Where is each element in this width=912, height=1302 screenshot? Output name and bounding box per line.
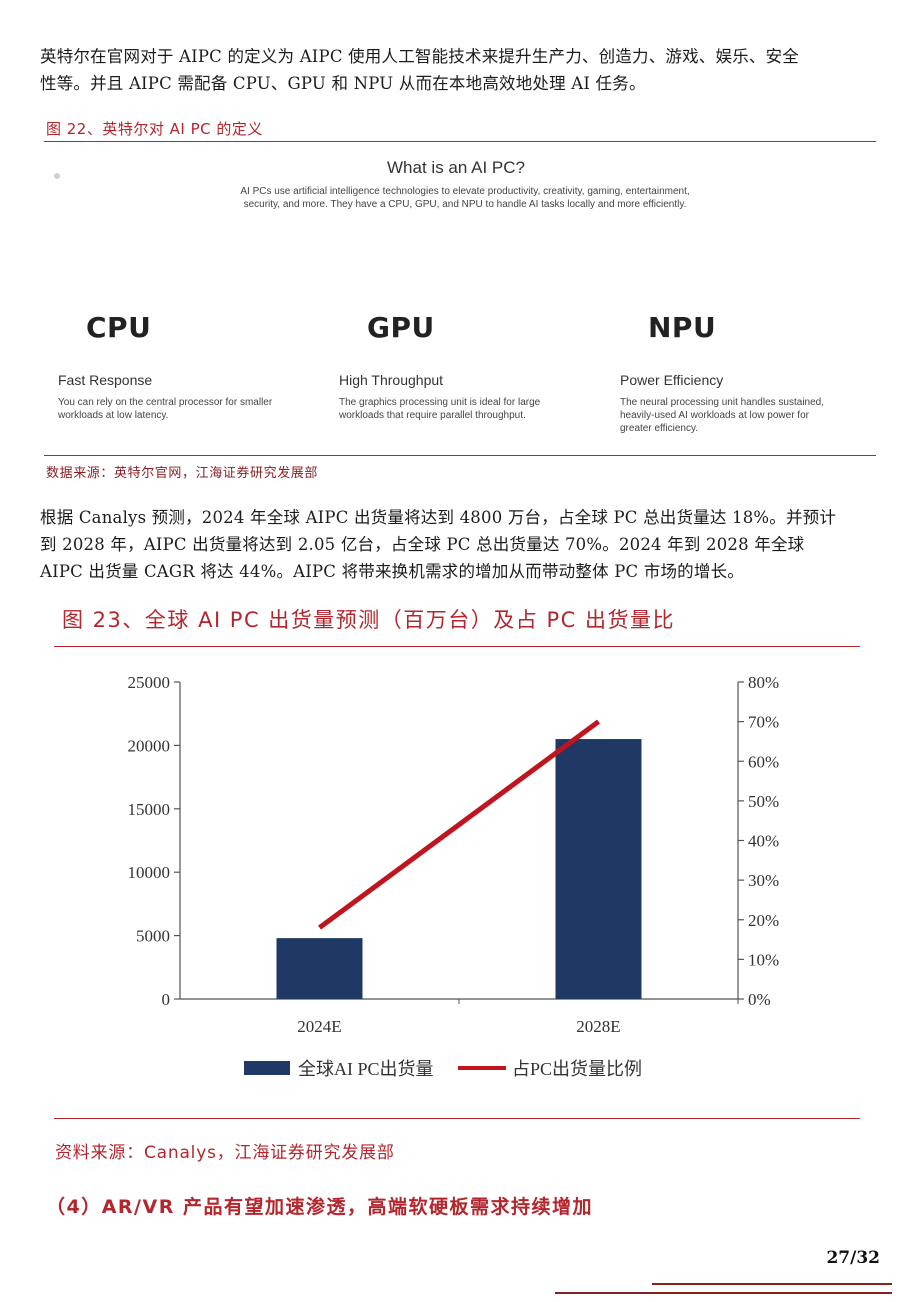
intro-line-1: 英特尔在官网对于 AIPC 的定义为 AIPC 使用人工智能技术来提升生产力、创… bbox=[40, 47, 800, 66]
intel-subtitle-line-2: security, and more. They have a CPU, GPU… bbox=[243, 199, 687, 210]
figure-23-top-rule bbox=[54, 646, 860, 647]
intel-subtitle-line-1: AI PCs use artificial intelligence techn… bbox=[240, 186, 690, 197]
gpu-description: The graphics processing unit is ideal fo… bbox=[339, 396, 601, 422]
npu-desc-line-2: heavily-used AI workloads at low power f… bbox=[620, 410, 809, 421]
figure-22-source: 数据来源：英特尔官网，江海证券研究发展部 bbox=[46, 466, 319, 481]
x-tick-label: 2024E bbox=[297, 1017, 341, 1036]
share-line bbox=[318, 719, 600, 930]
y2-tick-label: 30% bbox=[748, 871, 779, 890]
npu-description: The neural processing unit handles susta… bbox=[620, 396, 882, 435]
gpu-desc-line-2: workloads that require parallel throughp… bbox=[339, 410, 526, 421]
y-tick-label: 10000 bbox=[128, 863, 171, 882]
y2-tick-label: 70% bbox=[748, 713, 779, 732]
figure-22-bottom-rule bbox=[44, 455, 876, 456]
decorative-dot bbox=[54, 173, 60, 179]
section-heading: （4）AR/VR 产品有望加速渗透，高端软硬板需求持续增加 bbox=[46, 1196, 593, 1218]
figure-23-caption: 图 23、全球 AI PC 出货量预测（百万台）及占 PC 出货量比 bbox=[62, 608, 675, 632]
legend-label-line: 占PC出货量比例 bbox=[512, 1059, 642, 1079]
y-tick-label: 25000 bbox=[128, 673, 171, 692]
gpu-feature-title: High Throughput bbox=[339, 372, 444, 388]
y-tick-label: 0 bbox=[162, 990, 171, 1009]
x-tick-label: 2028E bbox=[576, 1017, 620, 1036]
npu-desc-line-3: greater efficiency. bbox=[620, 423, 699, 434]
y-tick-label: 20000 bbox=[128, 736, 171, 755]
figure-23-source: 资料来源：Canalys，江海证券研究发展部 bbox=[55, 1143, 395, 1163]
y2-tick-label: 80% bbox=[748, 673, 779, 692]
cpu-description: You can rely on the central processor fo… bbox=[58, 396, 320, 422]
shipment-chart: 0 5000 10000 15000 20000 25000 0% 10% 20% 30% 40% 5… bbox=[128, 673, 780, 1079]
intel-figure-subtitle: AI PCs use artificial intelligence techn… bbox=[180, 185, 750, 211]
figure-23-bottom-rule bbox=[54, 1118, 860, 1119]
bar-2028E bbox=[555, 739, 642, 999]
y2-tick-label: 40% bbox=[748, 832, 779, 851]
legend-label-bar: 全球AI PC出货量 bbox=[298, 1059, 434, 1079]
npu-desc-line-1: The neural processing unit handles susta… bbox=[620, 397, 825, 408]
footer-rule-lower bbox=[555, 1292, 892, 1294]
figure-22-caption: 图 22、英特尔对 AI PC 的定义 bbox=[46, 120, 263, 138]
forecast-line-2: 到 2028 年，AIPC 出货量将达到 2.05 亿台，占全球 PC 总出货量… bbox=[40, 535, 805, 554]
npu-feature-title: Power Efficiency bbox=[620, 372, 724, 388]
intro-paragraph: 英特尔在官网对于 AIPC 的定义为 AIPC 使用人工智能技术来提升生产力、创… bbox=[40, 43, 875, 97]
intel-figure-title: What is an AI PC? bbox=[387, 158, 525, 177]
cpu-desc-line-2: workloads at low latency. bbox=[58, 410, 169, 421]
forecast-paragraph: 根据 Canalys 预测，2024 年全球 AIPC 出货量将达到 4800 … bbox=[40, 504, 875, 585]
gpu-heading: GPU bbox=[367, 311, 435, 344]
y2-tick-label: 60% bbox=[748, 752, 779, 771]
gpu-desc-line-1: The graphics processing unit is ideal fo… bbox=[339, 397, 541, 408]
legend-swatch-bar bbox=[244, 1061, 290, 1075]
page-number: 27/32 bbox=[826, 1248, 880, 1268]
y-tick-label: 5000 bbox=[136, 927, 170, 946]
forecast-line-1: 根据 Canalys 预测，2024 年全球 AIPC 出货量将达到 4800 … bbox=[40, 508, 837, 527]
bar-2024E bbox=[276, 938, 363, 999]
y-tick-label: 15000 bbox=[128, 800, 171, 819]
npu-heading: NPU bbox=[648, 311, 717, 344]
y2-tick-label: 10% bbox=[748, 950, 779, 969]
y2-tick-label: 20% bbox=[748, 911, 779, 930]
y2-tick-label: 50% bbox=[748, 792, 779, 811]
y2-tick-label: 0% bbox=[748, 990, 771, 1009]
intro-line-2: 性等。并且 AIPC 需配备 CPU、GPU 和 NPU 从而在本地高效地处理 … bbox=[40, 74, 646, 93]
chart-plot: 0 5000 10000 15000 20000 25000 0% 10% 20% 30% 40% 5… bbox=[128, 673, 780, 1079]
footer-rule-upper bbox=[652, 1283, 892, 1285]
cpu-feature-title: Fast Response bbox=[58, 372, 153, 388]
forecast-line-3: AIPC 出货量 CAGR 将达 44%。AIPC 将带来换机需求的增加从而带动… bbox=[40, 562, 744, 581]
figure-22-top-rule bbox=[44, 141, 876, 142]
cpu-desc-line-1: You can rely on the central processor fo… bbox=[58, 397, 273, 408]
cpu-heading: CPU bbox=[86, 311, 152, 344]
